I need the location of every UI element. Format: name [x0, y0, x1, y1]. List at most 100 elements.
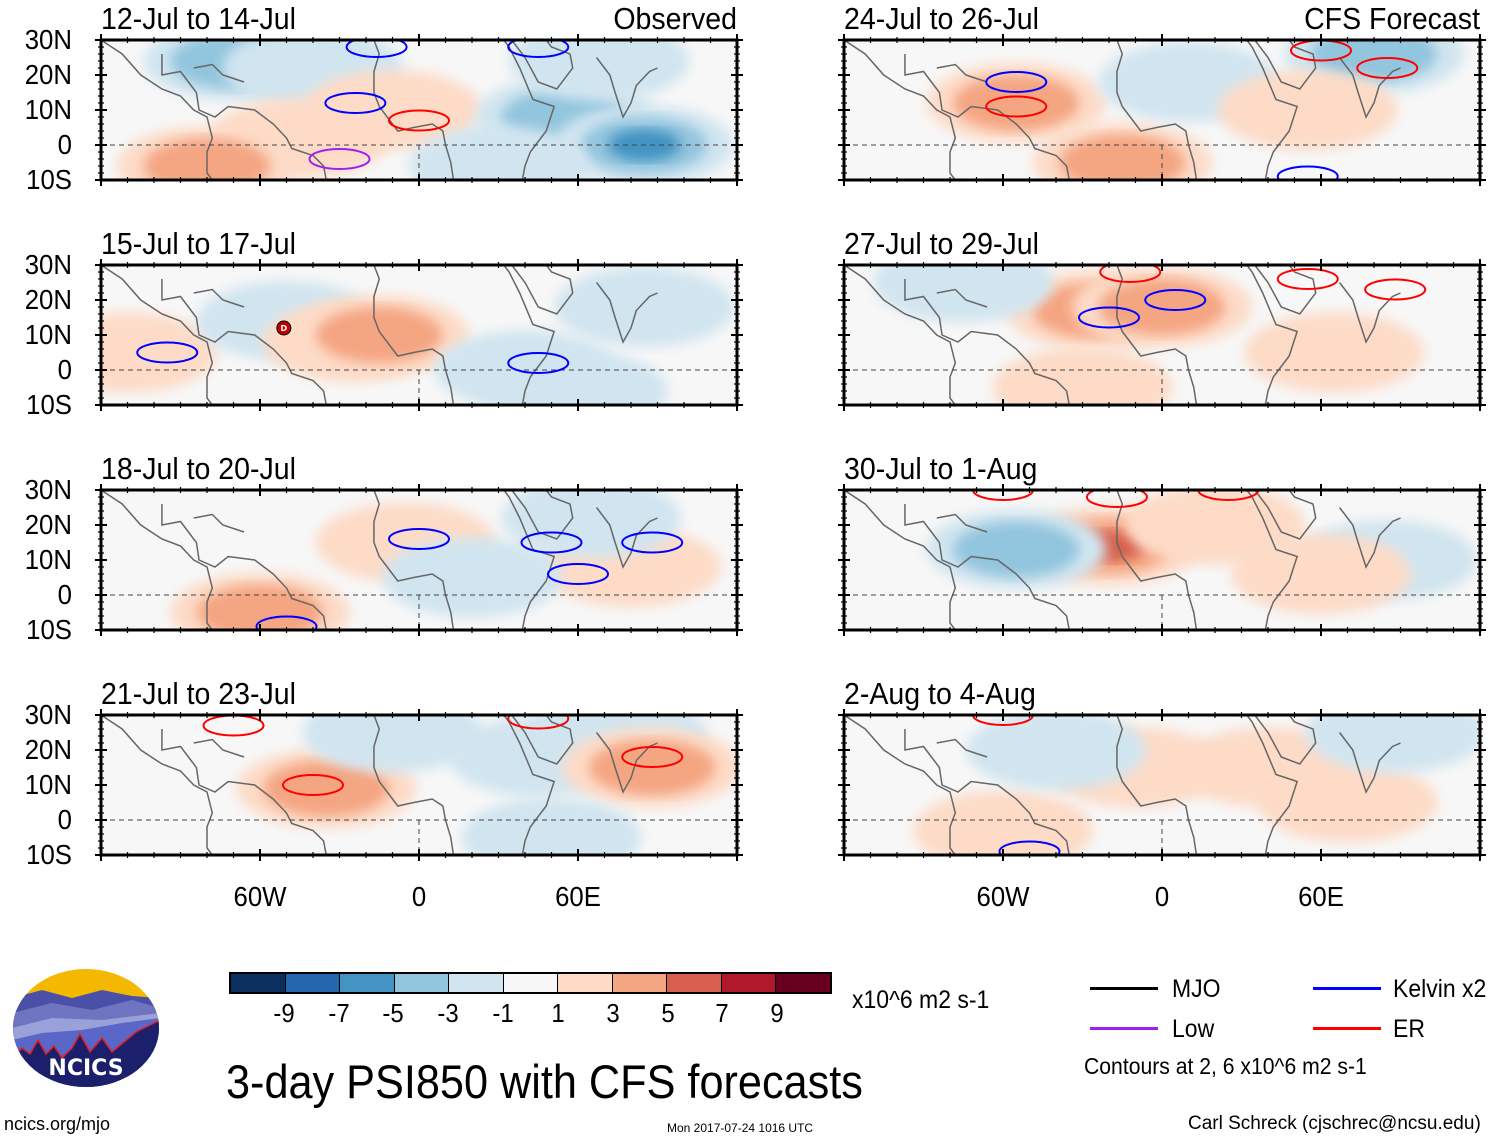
- lon-tick-label: 60E: [1298, 881, 1344, 912]
- lat-tick-label: 10N: [24, 544, 73, 575]
- map-panel-p4: [95, 709, 743, 861]
- colorbar-cell: [612, 974, 668, 992]
- anomaly-blob: [101, 312, 218, 393]
- contour-er: [1197, 490, 1260, 501]
- anomaly-blob: [1244, 312, 1425, 393]
- lon-tick-label: 0: [411, 881, 427, 912]
- map-panel-p2: D: [95, 259, 743, 411]
- panel-title: 15-Jul to 17-Jul: [101, 226, 296, 261]
- coastline: [193, 63, 245, 83]
- lat-tick-label: 0: [57, 579, 72, 610]
- coastline: [1246, 265, 1299, 405]
- lat-tick-label: 30N: [24, 699, 73, 730]
- colorbar-cell: [231, 974, 286, 992]
- anomaly-blob: [1305, 715, 1480, 773]
- panel-title: 24-Jul to 26-Jul: [844, 1, 1039, 36]
- coastline: [503, 265, 556, 405]
- coastline: [193, 738, 245, 758]
- coastline: [1338, 57, 1401, 119]
- coastline: [904, 54, 1070, 180]
- legend-swatch: [1313, 1027, 1381, 1030]
- coastline: [1338, 507, 1401, 569]
- lon-tick-label: 60E: [555, 881, 601, 912]
- lon-tick-label: 60W: [976, 881, 1030, 912]
- anomaly-blob: [382, 537, 562, 618]
- map-panel-p8: [838, 709, 1486, 861]
- legend-label: MJO: [1172, 975, 1221, 1003]
- lon-tick-label: 60W: [233, 881, 287, 912]
- colorbar-tick-label: -9: [273, 998, 295, 1028]
- timestamp: Mon 2017-07-24 1016 UTC: [667, 1121, 814, 1135]
- map-panel-p3: [95, 484, 743, 636]
- coastline: [101, 715, 214, 855]
- contour-kelvin-x2: [136, 341, 199, 364]
- coastline: [161, 279, 327, 405]
- contour-kelvin-x2: [255, 615, 318, 630]
- contour-low: [308, 148, 371, 170]
- ncics-logo: NCICS: [13, 969, 159, 1087]
- coastline: [1254, 265, 1317, 315]
- coastline: [595, 282, 658, 344]
- lat-tick-label: 30N: [24, 249, 73, 280]
- anomaly-blob: [953, 75, 1080, 131]
- lat-tick-label: 10S: [26, 164, 72, 195]
- colorbar-cell: [285, 974, 341, 992]
- contour-kelvin-x2: [1276, 165, 1339, 180]
- coastline: [161, 729, 327, 855]
- coastline: [503, 715, 556, 855]
- lat-tick-label: 10S: [26, 389, 72, 420]
- colorbar-cell: [503, 974, 559, 992]
- lon-tick-label: 0: [1154, 881, 1170, 912]
- coastline: [101, 265, 214, 405]
- coastline: [503, 490, 556, 630]
- contour-kelvin-x2: [520, 531, 583, 554]
- colorbar-tick-label: -5: [382, 998, 405, 1028]
- map-panel-p5: [838, 34, 1486, 186]
- coastline: [904, 504, 1070, 630]
- lat-tick-label: 20N: [24, 59, 73, 90]
- legend-label: ER: [1393, 1015, 1425, 1043]
- panel-title: 27-Jul to 29-Jul: [844, 226, 1039, 261]
- contour-er: [282, 774, 344, 796]
- legend-swatch: [1090, 1027, 1158, 1030]
- panel-title: 18-Jul to 20-Jul: [101, 451, 296, 486]
- author-credit: Carl Schreck (cjschrec@ncsu.edu): [1188, 1113, 1481, 1134]
- lat-tick-label: 10S: [26, 839, 72, 870]
- coastline: [1246, 40, 1299, 180]
- colorbar-tick-label: 1: [551, 998, 565, 1028]
- contour-er: [1099, 265, 1162, 283]
- coastline: [511, 490, 574, 540]
- coastline: [936, 738, 988, 758]
- site-url[interactable]: ncics.org/mjo: [4, 1114, 111, 1134]
- coastline: [1338, 732, 1401, 794]
- contour-er: [972, 490, 1034, 501]
- anomaly-blob: [913, 790, 1093, 855]
- coastline: [595, 732, 658, 794]
- contour-kelvin-x2: [507, 40, 570, 58]
- panel-tag: CFS Forecast: [1304, 1, 1480, 36]
- legend-label: Low: [1172, 1015, 1215, 1043]
- colorbar-cell: [667, 974, 722, 992]
- anomaly-blob: [1231, 534, 1411, 614]
- anomaly-blob: [554, 267, 735, 347]
- colorbar-cell: [776, 974, 831, 992]
- contour-er: [507, 715, 570, 730]
- map-panel-p6: [838, 259, 1486, 411]
- anomaly-blob: [461, 797, 642, 855]
- contour-kelvin-x2: [388, 528, 450, 550]
- lat-tick-label: 0: [57, 804, 72, 835]
- contour-kelvin-x2: [621, 531, 684, 554]
- anomaly-blob: [408, 126, 589, 180]
- anomaly-blob: [263, 760, 390, 817]
- contour-er: [1276, 268, 1339, 290]
- coastline: [161, 504, 327, 630]
- figure-title: 3-day PSI850 with CFS forecasts: [226, 1055, 863, 1108]
- lat-tick-label: 30N: [24, 474, 73, 505]
- coastline: [1246, 490, 1299, 630]
- lat-tick-label: 20N: [24, 734, 73, 765]
- coastline: [844, 265, 957, 405]
- coastline: [511, 265, 574, 315]
- lat-tick-label: 0: [57, 354, 72, 385]
- colorbar-cell: [558, 974, 613, 992]
- contour-kelvin-x2: [1144, 289, 1207, 311]
